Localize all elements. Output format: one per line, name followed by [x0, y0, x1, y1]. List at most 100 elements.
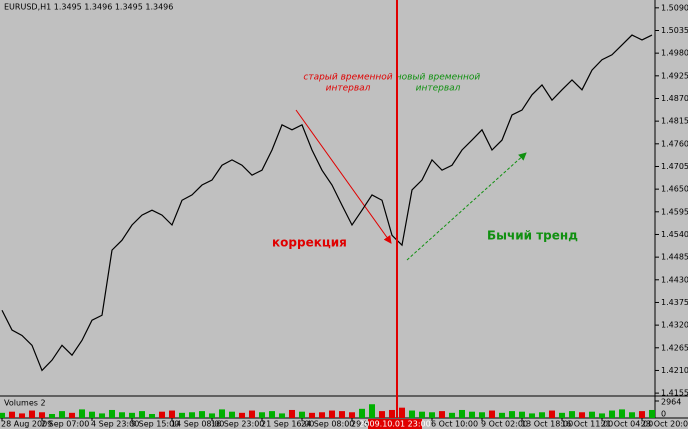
x-tick-label: 28 Aug 2009: [1, 420, 52, 429]
volume-bar: [649, 409, 655, 418]
x-tick-label: 16 Sep 23:00: [211, 420, 264, 429]
volume-bar: [379, 411, 385, 418]
volume-bar: [369, 404, 375, 418]
volume-bar: [29, 410, 35, 418]
annotation: интервал: [326, 84, 371, 94]
trend-arrow: [406, 152, 527, 261]
x-tick-label: 9 Oct 02:00: [481, 420, 528, 429]
plot-area: [0, 0, 655, 418]
y-tick-label: 1.4485: [661, 253, 688, 262]
volume-bar: [349, 412, 355, 418]
volume-bar: [119, 412, 125, 418]
y-tick-label: 1.4980: [661, 49, 688, 58]
volume-bar: [639, 411, 645, 418]
volume-tick-label: 2964: [661, 398, 681, 407]
y-tick-label: 1.4265: [661, 343, 688, 352]
x-tick-label: 16 Oct 11:00: [561, 420, 613, 429]
x-tick-label: 24 Sep 08:00: [301, 420, 354, 429]
y-tick-label: 1.4210: [661, 366, 688, 375]
volume-bar: [139, 411, 145, 418]
volume-bar: [19, 413, 25, 418]
volume-bar: [209, 413, 215, 418]
volume-bar: [229, 411, 235, 418]
volume-bar: [539, 412, 545, 418]
x-tick-label: 21 Oct 04:00: [601, 420, 653, 429]
volume-bar: [529, 413, 535, 418]
y-tick-label: 1.5090: [661, 3, 688, 12]
volume-bar: [69, 412, 75, 418]
volume-bar: [189, 412, 195, 418]
volume-bar: [449, 412, 455, 418]
x-tick-label: 6 Oct 10:00: [431, 420, 478, 429]
volume-bar: [199, 411, 205, 418]
volume-bar: [309, 412, 315, 418]
volume-bar: [0, 412, 5, 418]
y-tick-label: 1.4650: [661, 185, 688, 194]
annotation: новый временной: [396, 73, 481, 83]
volume-bar: [399, 407, 405, 418]
y-tick-label: 1.4375: [661, 298, 688, 307]
x-tick-label: 14 Sep 08:00: [171, 420, 224, 429]
x-tick-label: 9 Sep 15:00: [131, 420, 179, 429]
x-tick-label: 23 Oct 20:00: [641, 420, 688, 429]
volume-bar: [619, 409, 625, 418]
volume-bar: [509, 411, 515, 418]
volume-bar: [389, 409, 395, 418]
y-tick-label: 1.5035: [661, 26, 688, 35]
volume-bar: [459, 409, 465, 418]
volume-bar: [89, 411, 95, 418]
y-tick-label: 1.4705: [661, 162, 688, 171]
volume-bar: [239, 412, 245, 418]
volume-bar: [439, 411, 445, 418]
x-tick-label: 4 Sep 23:00: [91, 420, 139, 429]
x-tick-label: 2009.10.01 23:00: [359, 420, 430, 429]
y-tick-label: 1.4815: [661, 117, 688, 126]
volume-bar: [579, 412, 585, 418]
chart-title: EURUSD,H1 1.3495 1.3496 1.3495 1.3496: [4, 3, 173, 12]
volume-bar: [159, 411, 165, 418]
volume-bar: [149, 413, 155, 418]
y-tick-label: 1.4925: [661, 71, 688, 80]
y-tick-label: 1.4430: [661, 275, 688, 284]
volume-bar: [289, 409, 295, 418]
volume-bar: [109, 409, 115, 418]
volume-bar: [549, 410, 555, 418]
volume-bar: [359, 408, 365, 418]
price-line: [1, 34, 653, 372]
x-tick-label: 13 Oct 18:00: [521, 420, 573, 429]
volume-bar: [59, 411, 65, 418]
volume-bar: [569, 411, 575, 418]
volume-bar: [169, 410, 175, 418]
volume-bar: [129, 412, 135, 418]
volume-bar: [559, 412, 565, 418]
x-tick-label: 21 Sep 16:00: [261, 420, 314, 429]
volume-bar: [279, 413, 285, 418]
volume-bar: [589, 411, 595, 418]
y-tick-label: 1.4870: [661, 94, 688, 103]
volume-bar: [99, 413, 105, 418]
volume-bar: [409, 410, 415, 418]
volume-bar: [499, 412, 505, 418]
annotation: старый временной: [303, 73, 392, 83]
annotation: коррекция: [272, 236, 347, 250]
volume-bar: [79, 409, 85, 418]
volume-bar: [479, 412, 485, 418]
volume-tick-label: 0: [661, 410, 666, 419]
annotation: Бычий тренд: [487, 229, 578, 243]
volume-bar: [519, 411, 525, 418]
annotation: интервал: [416, 84, 461, 94]
volume-bar: [269, 411, 275, 418]
y-tick-label: 1.4540: [661, 230, 688, 239]
volume-bar: [49, 413, 55, 418]
y-tick-label: 1.4320: [661, 321, 688, 330]
volume-bar: [329, 410, 335, 418]
volume-label: Volumes 2: [4, 399, 46, 408]
volume-bar: [179, 412, 185, 418]
volume-bar: [469, 411, 475, 418]
x-tick-label: 2 Sep 07:00: [41, 420, 89, 429]
volume-bar: [259, 412, 265, 418]
volume-bar: [299, 411, 305, 418]
volume-bar: [319, 412, 325, 418]
volume-bar: [9, 411, 15, 418]
